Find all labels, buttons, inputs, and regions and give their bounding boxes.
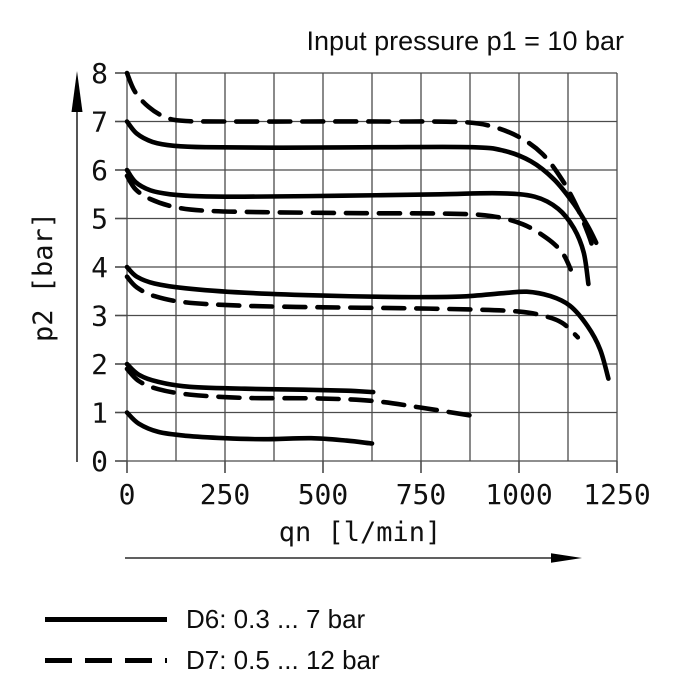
x-axis-arrow: [125, 553, 582, 563]
x-tick-label: 500: [298, 478, 349, 511]
y-tick-label: 0: [91, 445, 108, 478]
axis-tick-labels: 0 250 500 750 1000 1250 0 1 2 3 4 5 6 7 8: [91, 57, 651, 511]
y-tick-label: 1: [91, 397, 108, 430]
curve-d7-setting-3-2-bar: [124, 274, 581, 340]
x-tick-label: 0: [119, 478, 136, 511]
curve-d7-setting-7-bar: [124, 70, 595, 250]
x-axis-label: qn [l/min]: [279, 517, 442, 548]
legend-label-d6: D6: 0.3 ... 7 bar: [186, 604, 366, 634]
curve-d7-setting-1-3-bar: [124, 366, 473, 418]
curve-d6-setting-3-4-bar: [124, 264, 611, 381]
y-tick-label: 8: [91, 57, 108, 90]
legend: D6: 0.3 ... 7 bar D7: 0.5 ... 12 bar: [45, 599, 380, 681]
curves: [124, 70, 611, 446]
y-tick-label: 5: [91, 203, 108, 236]
y-axis-arrow: [71, 71, 83, 462]
curve-d6-setting-6-5-bar: [124, 119, 599, 246]
y-tick-label: 2: [91, 348, 108, 381]
curve-d6-setting-5-5-bar: [124, 167, 591, 287]
legend-label-d7: D7: 0.5 ... 12 bar: [186, 645, 380, 675]
legend-item-d7: D7: 0.5 ... 12 bar: [45, 640, 380, 681]
y-tick-label: 6: [91, 154, 108, 187]
x-tick-label: 250: [200, 478, 251, 511]
x-tick-label: 750: [396, 478, 447, 511]
y-tick-label: 7: [91, 106, 108, 139]
y-axis-label: p2 [bar]: [28, 212, 59, 342]
legend-item-d6: D6: 0.3 ... 7 bar: [45, 599, 380, 640]
curve-d6-setting-1-5-bar: [124, 361, 376, 395]
y-tick-label: 4: [91, 251, 108, 284]
chart-title: Input pressure p1 = 10 bar: [306, 26, 624, 56]
x-tick-label: 1000: [485, 478, 552, 511]
x-tick-label: 1250: [583, 478, 650, 511]
y-tick-label: 3: [91, 300, 108, 333]
curve-d7-setting-5-1-bar: [124, 173, 573, 272]
legend-swatch-dashed-line: [45, 658, 167, 663]
legend-swatch-solid-line: [45, 617, 167, 622]
curve-d6-setting-0-5-bar: [124, 410, 375, 446]
